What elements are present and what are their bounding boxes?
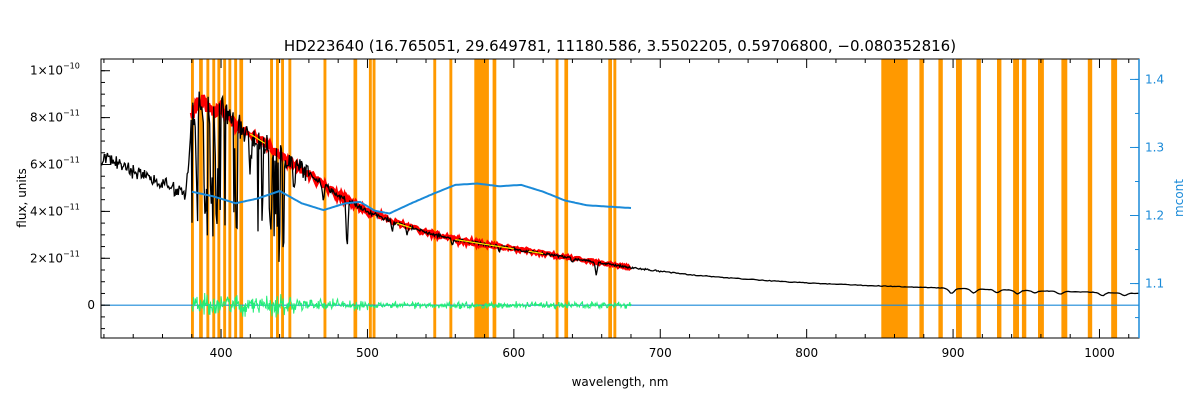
flux-layers <box>100 91 1139 297</box>
masked-region <box>613 59 617 338</box>
y2-tick-label: 1.4 <box>1145 72 1164 86</box>
x-tick-label: 1000 <box>1084 346 1115 360</box>
masked-region <box>555 59 559 338</box>
masked-region <box>997 59 1002 338</box>
continuum-correction-line <box>191 182 632 215</box>
masked-region <box>433 59 437 338</box>
y2-axis-label: mcont <box>1172 179 1186 217</box>
masked-region <box>564 59 569 338</box>
y-tick-label: 0 <box>87 298 95 312</box>
masked-region <box>956 59 962 338</box>
masked-region <box>228 59 232 338</box>
masked-region <box>492 59 497 338</box>
masked-region <box>881 59 908 338</box>
x-tick-label: 900 <box>942 346 965 360</box>
x-axis-label: wavelength, nm <box>572 375 669 389</box>
y-tick-label: 2×10−11 <box>30 249 80 265</box>
y-tick-label: 6×10−11 <box>30 156 80 172</box>
masked-region <box>449 59 453 338</box>
masked-region <box>608 59 612 338</box>
y-axis: 0 2×10−11 4×10−11 6×10−11 8×10−11 1×10−10 <box>30 62 110 330</box>
masked-region <box>288 59 292 338</box>
y-axis-label: flux, units <box>15 168 29 227</box>
masked-region <box>976 59 981 338</box>
x-axis: 400 500 600 700 800 900 1000 <box>103 59 1130 360</box>
masked-region <box>1038 59 1044 338</box>
masked-region <box>1111 59 1118 338</box>
x-tick-label: 500 <box>356 346 379 360</box>
y2-tick-label: 1.2 <box>1145 209 1164 223</box>
x-tick-label: 600 <box>502 346 525 360</box>
x-tick-label: 800 <box>795 346 818 360</box>
masked-regions <box>191 59 1118 338</box>
masked-region <box>474 59 489 338</box>
chart-title: HD223640 (16.765051, 29.649781, 11180.58… <box>284 37 956 55</box>
masked-region <box>938 59 943 338</box>
masked-region <box>1061 59 1068 338</box>
model-highlight-line <box>249 133 544 255</box>
masked-region <box>199 59 203 338</box>
masked-region <box>919 59 924 338</box>
y2-tick-label: 1.3 <box>1145 140 1164 154</box>
y2-axis: 1.1 1.2 1.3 1.4 <box>1130 59 1164 338</box>
masked-region <box>239 59 244 338</box>
masked-region <box>1087 59 1093 338</box>
x-tick-label: 700 <box>649 346 672 360</box>
overlay-series <box>101 182 1139 318</box>
y-tick-label: 4×10−11 <box>30 202 80 218</box>
model-flux-line <box>189 94 632 272</box>
y-tick-label: 8×10−11 <box>30 109 80 125</box>
residuals-line <box>191 292 632 318</box>
masked-region <box>372 59 376 338</box>
masked-region <box>323 59 327 338</box>
masked-region <box>1013 59 1019 338</box>
y2-tick-label: 1.1 <box>1145 277 1164 291</box>
masked-region <box>368 59 372 338</box>
y-tick-label: 1×10−10 <box>30 62 80 78</box>
masked-region <box>1021 59 1027 338</box>
x-tick-label: 400 <box>210 346 233 360</box>
